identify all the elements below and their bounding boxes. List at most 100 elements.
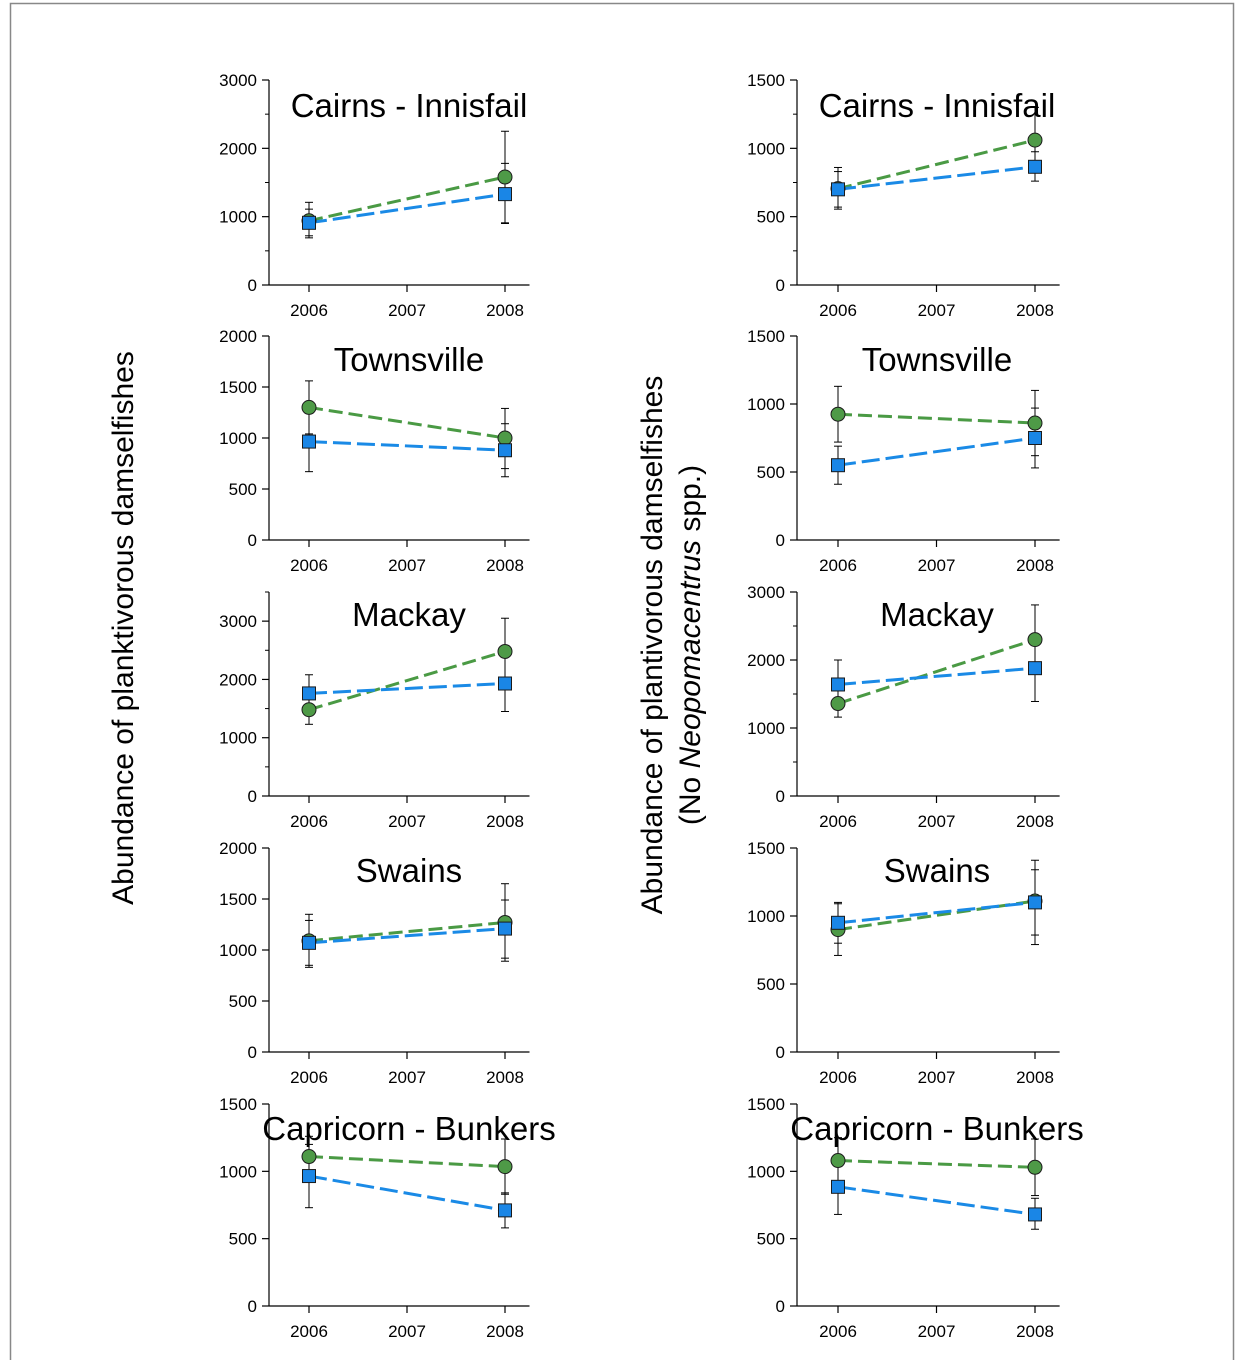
series-line-green: [837, 412, 1036, 425]
data-point-blue: [498, 187, 512, 202]
chart-panel-left-1: 0 500 1000 1500 2000 2006 2007 2008 Townsville: [219, 327, 530, 575]
x-tick-label: 2007: [388, 812, 426, 831]
y-tick-label: 2000: [219, 839, 257, 858]
panel-title: Cairns - Innisfail: [291, 87, 528, 124]
panel-title: Mackay: [880, 596, 994, 633]
series-line-blue: [308, 440, 506, 452]
y-tick-label: 0: [776, 1297, 785, 1316]
y-tick-label: 500: [757, 1230, 785, 1249]
data-point-blue: [1028, 895, 1042, 910]
panel-title: Capricorn - Bunkers: [262, 1110, 555, 1147]
y-tick-label: 500: [229, 480, 257, 499]
right-y-axis-label-line2: (No Neopomacentrus spp.): [674, 465, 707, 825]
data-point-blue: [498, 921, 512, 936]
chart-panel-left-4: 0 500 1000 1500 2006 2007 2008 Capricorn - Bunk…: [219, 1095, 556, 1341]
data-point-green: [497, 643, 513, 659]
data-point-blue: [302, 215, 316, 230]
y-tick-label: 1500: [219, 378, 257, 397]
x-tick-label: 2007: [918, 1322, 956, 1341]
y-tick-label: 2000: [219, 327, 257, 346]
y-tick-label: 500: [229, 1230, 257, 1249]
x-tick-label: 2008: [1016, 1068, 1054, 1087]
y-tick-label: 0: [248, 1043, 257, 1062]
series-line-green: [837, 899, 1036, 932]
y-tick-label: 1000: [219, 729, 257, 748]
x-tick-label: 2007: [918, 556, 956, 575]
y-tick-label: 0: [248, 276, 257, 295]
x-tick-label: 2006: [819, 556, 857, 575]
panel-title: Mackay: [352, 596, 466, 633]
data-point-blue: [1028, 661, 1042, 676]
x-tick-label: 2008: [1016, 812, 1054, 831]
data-point-blue: [831, 182, 845, 197]
chart-panel-right-1: 0 500 1000 1500 2006 2007 2008 Townsville: [747, 327, 1060, 575]
x-tick-label: 2007: [388, 1068, 426, 1087]
x-tick-label: 2007: [388, 556, 426, 575]
x-tick-label: 2006: [819, 301, 857, 320]
data-point-green: [830, 696, 846, 712]
series-line-green: [308, 175, 506, 223]
chart-panel-left-2: 0 1000 2000 3000 2006 2007 2008 Mackay: [219, 591, 530, 831]
y-tick-label: 1000: [219, 208, 257, 227]
data-point-blue: [1028, 159, 1042, 174]
data-point-green: [497, 430, 513, 446]
series-line-blue: [837, 436, 1036, 467]
y-tick-label: 1500: [747, 839, 785, 858]
y-tick-label: 3000: [219, 71, 257, 90]
series-line-blue: [837, 1185, 1036, 1216]
y-tick-label: 500: [757, 463, 785, 482]
panel-title: Townsville: [334, 341, 484, 378]
series-line-green: [837, 638, 1036, 705]
data-point-green: [497, 1159, 513, 1175]
y-tick-label: 500: [757, 975, 785, 994]
series-line-green: [308, 405, 506, 440]
data-point-green: [301, 399, 317, 415]
x-tick-label: 2006: [290, 1068, 328, 1087]
y-tick-label: 500: [229, 992, 257, 1011]
y-tick-label: 1000: [219, 429, 257, 448]
x-tick-label: 2008: [1016, 301, 1054, 320]
series-line-blue: [837, 900, 1036, 925]
y-tick-label: 1000: [747, 395, 785, 414]
x-tick-label: 2007: [918, 301, 956, 320]
x-tick-label: 2007: [388, 1322, 426, 1341]
data-point-green: [830, 1153, 846, 1169]
panel-title: Townsville: [862, 341, 1012, 378]
data-point-blue: [831, 458, 845, 473]
data-point-blue: [1028, 1207, 1042, 1222]
y-tick-label: 1000: [219, 1162, 257, 1181]
x-tick-label: 2008: [486, 301, 524, 320]
x-tick-label: 2008: [486, 1322, 524, 1341]
series-line-blue: [308, 927, 506, 945]
y-tick-label: 2000: [219, 139, 257, 158]
y-tick-label: 500: [757, 208, 785, 227]
data-point-blue: [498, 676, 512, 691]
series-line-blue: [308, 1174, 506, 1212]
data-point-green: [1027, 415, 1043, 431]
x-tick-label: 2008: [1016, 1322, 1054, 1341]
x-tick-label: 2008: [486, 556, 524, 575]
data-point-green: [1027, 632, 1043, 648]
data-point-blue: [302, 1169, 316, 1184]
series-line-green: [837, 1159, 1036, 1169]
right-y-axis-label-prefix: (No: [674, 768, 707, 825]
data-point-green: [301, 702, 317, 718]
y-tick-label: 1000: [747, 719, 785, 738]
x-tick-label: 2006: [290, 812, 328, 831]
x-tick-label: 2007: [388, 301, 426, 320]
data-point-blue: [831, 677, 845, 692]
x-tick-label: 2008: [486, 812, 524, 831]
y-tick-label: 0: [248, 531, 257, 550]
x-tick-label: 2006: [819, 1068, 857, 1087]
chart-panels: 0 1000 2000 3000 2006 2007 2008 Cairns - Innisf…: [219, 71, 1084, 1341]
y-tick-label: 0: [248, 787, 257, 806]
data-point-blue: [498, 1203, 512, 1218]
x-tick-label: 2006: [290, 301, 328, 320]
panel-title: Swains: [356, 852, 462, 889]
x-tick-label: 2007: [918, 1068, 956, 1087]
right-y-axis-label-suffix: spp.): [674, 465, 707, 540]
data-point-green: [301, 1149, 317, 1165]
right-y-axis-label-genus: Neopomacentrus: [674, 540, 707, 768]
data-point-blue: [302, 686, 316, 701]
